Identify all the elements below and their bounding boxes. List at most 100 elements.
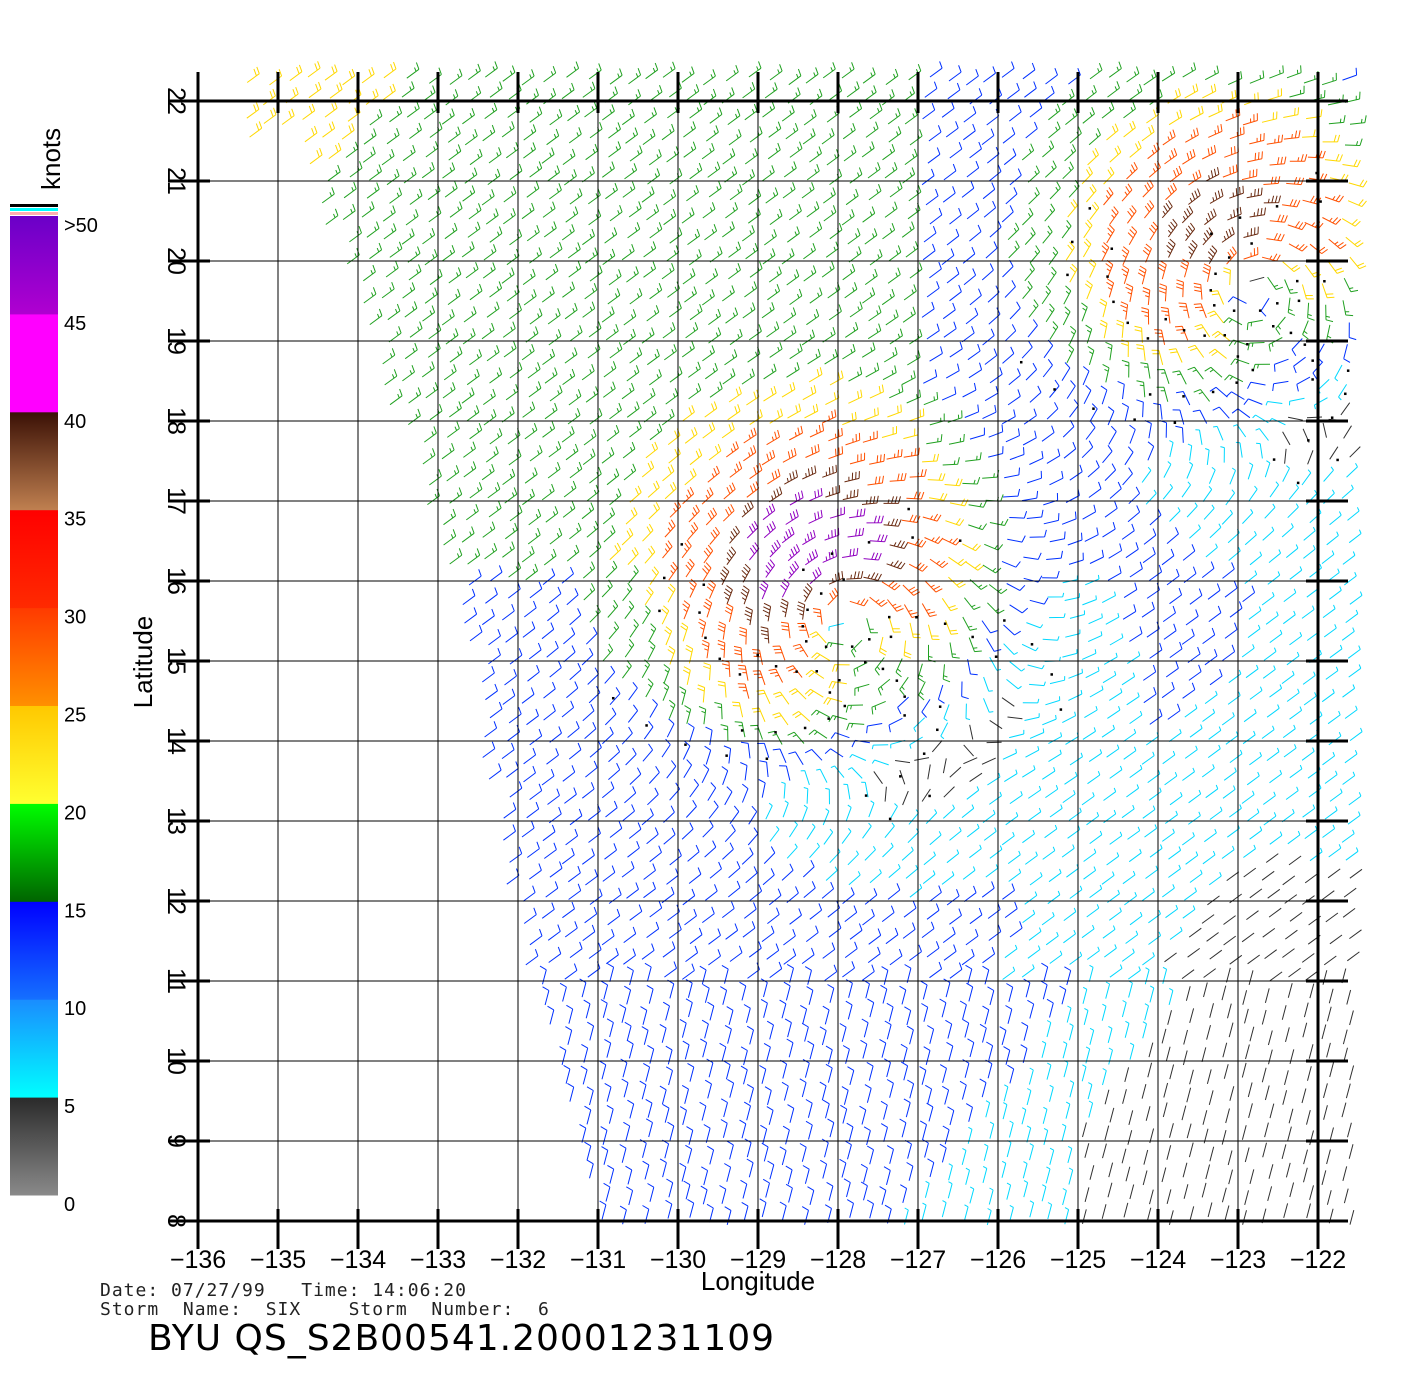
wind-barb bbox=[1248, 1103, 1253, 1119]
wind-barb bbox=[1045, 696, 1061, 706]
wind-barb bbox=[1025, 851, 1038, 865]
wind-barb bbox=[641, 943, 655, 960]
wind-barb bbox=[1066, 380, 1076, 399]
rain-flag-dot bbox=[801, 625, 805, 628]
wind-barb bbox=[529, 445, 543, 462]
wind-barb bbox=[943, 944, 957, 961]
wind-barb bbox=[866, 723, 883, 734]
wind-barb bbox=[787, 403, 802, 419]
wind-barb bbox=[685, 978, 693, 998]
wind-barb bbox=[1082, 504, 1097, 520]
wind-barb bbox=[1126, 66, 1140, 83]
wind-barb bbox=[583, 583, 596, 601]
wind-barb bbox=[1049, 950, 1063, 964]
wind-barb bbox=[661, 605, 670, 625]
wind-barb bbox=[1343, 277, 1359, 293]
wind-barb bbox=[601, 980, 609, 1000]
wind-barb bbox=[749, 126, 763, 143]
wind-barb bbox=[823, 187, 836, 204]
rain-flag-dot bbox=[994, 655, 998, 658]
longitude-tick-label: −135 bbox=[250, 1246, 306, 1274]
wind-barb bbox=[1209, 1146, 1215, 1162]
wind-barb bbox=[606, 425, 620, 442]
wind-barb bbox=[1065, 108, 1078, 125]
wind-barb bbox=[1006, 1140, 1012, 1158]
rain-flag-dot bbox=[1133, 418, 1136, 421]
wind-barb bbox=[728, 129, 742, 146]
wind-barb bbox=[861, 781, 869, 798]
wind-barb bbox=[1328, 844, 1342, 858]
wind-barb bbox=[717, 621, 726, 640]
latitude-tick-label: 21 bbox=[162, 167, 190, 195]
wind-barb bbox=[1342, 684, 1356, 698]
wind-barb bbox=[661, 408, 675, 426]
wind-barb bbox=[1208, 103, 1223, 118]
wind-barb bbox=[486, 301, 500, 318]
wind-barb bbox=[1282, 261, 1301, 273]
wind-barb bbox=[1224, 581, 1238, 598]
wind-barb bbox=[564, 302, 578, 320]
wind-barb bbox=[1182, 544, 1196, 561]
wind-barb bbox=[1142, 243, 1152, 263]
wind-barb bbox=[802, 1165, 810, 1184]
wind-barb bbox=[789, 204, 802, 221]
wind-barb bbox=[502, 604, 515, 621]
wind-barb bbox=[461, 526, 475, 543]
wind-barb bbox=[860, 1181, 868, 1201]
wind-barb bbox=[985, 241, 998, 259]
wind-barb bbox=[521, 821, 535, 838]
wind-barb bbox=[1286, 65, 1302, 79]
wind-barb bbox=[1002, 883, 1015, 900]
wind-barb bbox=[524, 467, 538, 484]
wind-barb bbox=[1342, 551, 1356, 565]
wind-barb bbox=[762, 868, 775, 886]
wind-barb bbox=[604, 1082, 612, 1102]
rain-flag-dot bbox=[895, 679, 899, 682]
rain-flag-dot bbox=[1246, 342, 1249, 346]
wind-barb bbox=[1161, 681, 1175, 699]
wind-barb bbox=[762, 602, 772, 622]
wind-barb bbox=[406, 62, 420, 79]
wind-barb bbox=[963, 268, 977, 286]
rain-flag-dot bbox=[738, 673, 742, 676]
wind-barb bbox=[792, 643, 809, 658]
wind-barb bbox=[585, 626, 598, 645]
wind-barb bbox=[467, 221, 481, 238]
wind-barb bbox=[1252, 414, 1269, 424]
wind-barb bbox=[468, 569, 482, 586]
wind-barb bbox=[467, 548, 481, 565]
wind-barb bbox=[822, 326, 836, 343]
wind-barb bbox=[830, 765, 845, 778]
wind-barb bbox=[902, 306, 916, 323]
wind-barb bbox=[1340, 402, 1351, 416]
wind-barb bbox=[969, 427, 985, 440]
wind-barb bbox=[1268, 417, 1286, 426]
wind-barb bbox=[1338, 384, 1348, 401]
wind-barb bbox=[1302, 320, 1309, 340]
wind-barb bbox=[604, 665, 616, 684]
wind-barb bbox=[909, 408, 925, 422]
wind-barb bbox=[885, 927, 899, 945]
wind-barb bbox=[582, 848, 595, 865]
wind-barb bbox=[742, 302, 756, 319]
wind-barb bbox=[1322, 604, 1336, 619]
wind-barb bbox=[584, 906, 598, 924]
rain-flag-dot bbox=[806, 608, 809, 612]
wind-barb bbox=[425, 382, 439, 399]
wind-barb bbox=[707, 465, 720, 483]
wind-barb bbox=[882, 842, 894, 858]
wind-barb bbox=[529, 728, 543, 746]
wind-barb bbox=[483, 388, 496, 406]
wind-barb bbox=[445, 328, 459, 345]
wind-barb bbox=[663, 827, 676, 845]
wind-barb bbox=[681, 822, 694, 840]
wind-barb bbox=[899, 985, 907, 1005]
wind-barb bbox=[443, 529, 457, 546]
wind-barb bbox=[489, 701, 503, 719]
wind-barb bbox=[1102, 1143, 1107, 1159]
wind-barb bbox=[917, 663, 925, 683]
wind-barb bbox=[1142, 179, 1154, 198]
wind-barb bbox=[1288, 1108, 1294, 1124]
wind-barb bbox=[1124, 1020, 1130, 1038]
wind-barb bbox=[1162, 483, 1173, 500]
